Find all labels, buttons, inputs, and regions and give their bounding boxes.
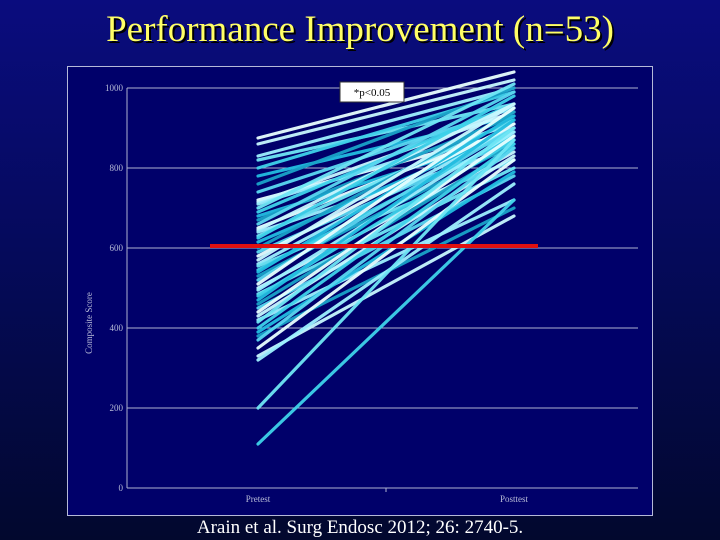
subject-line [256, 166, 516, 296]
chart-panel: 0 200 400 600 800 1000 Pretest Posttest Composit… [67, 66, 653, 516]
significance-annotation: *p<0.05 [354, 87, 391, 99]
y-tick-label: 400 [110, 323, 124, 333]
y-tick-label: 800 [110, 163, 124, 173]
subject-line [256, 142, 516, 330]
citation: Arain et al. Surg Endosc 2012; 26: 2740-… [196, 517, 524, 538]
x-tick-label: Pretest [246, 494, 271, 504]
annotation-box [339, 81, 405, 103]
y-tick-label: 1000 [105, 83, 124, 93]
subject-line [256, 198, 516, 446]
subject-line [256, 170, 516, 334]
subject-line [256, 102, 516, 262]
line-chart: 0 200 400 600 800 1000 Pretest Posttest Composit… [84, 70, 638, 504]
subject-line [256, 106, 516, 286]
subject-line [256, 90, 516, 226]
subject-line [256, 158, 516, 350]
subject-line [256, 118, 516, 302]
subject-line [256, 94, 516, 240]
subject-line [256, 82, 516, 210]
subject-line [256, 138, 516, 410]
y-tick-label: 200 [110, 403, 124, 413]
y-axis-title: Composite Score [84, 292, 94, 354]
subject-line [256, 78, 516, 146]
slide-title: Performance Improvement (n=53) [106, 9, 614, 50]
y-tick-label: 600 [110, 243, 124, 253]
subject-line [256, 198, 516, 322]
x-tick-label: Posttest [500, 494, 529, 504]
subject-line [256, 86, 516, 158]
subject-line [256, 118, 516, 238]
y-tick-label: 0 [119, 483, 124, 493]
subject-line [256, 126, 516, 324]
subject-line [256, 70, 516, 140]
subject-line [256, 110, 516, 250]
